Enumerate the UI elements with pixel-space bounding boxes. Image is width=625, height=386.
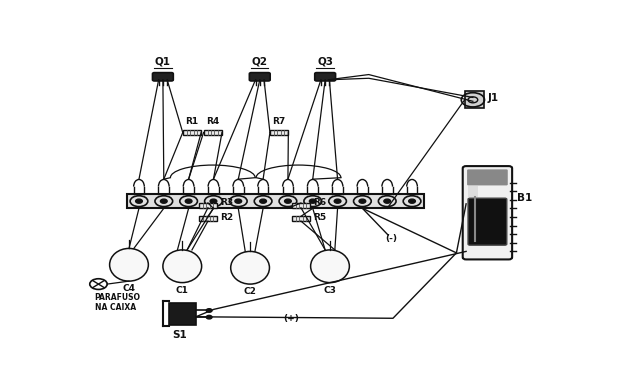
Text: C1: C1 bbox=[176, 286, 189, 295]
Text: R3: R3 bbox=[220, 198, 233, 207]
Circle shape bbox=[384, 199, 391, 203]
Text: (-): (-) bbox=[386, 234, 398, 242]
Text: Q1: Q1 bbox=[155, 56, 171, 66]
Bar bbox=[182, 130, 201, 135]
Text: (+): (+) bbox=[283, 314, 299, 323]
FancyBboxPatch shape bbox=[152, 73, 173, 81]
Text: S1: S1 bbox=[173, 330, 188, 340]
Bar bbox=[292, 216, 310, 221]
Bar bbox=[169, 303, 196, 325]
FancyBboxPatch shape bbox=[467, 169, 508, 185]
Text: B1: B1 bbox=[518, 193, 532, 203]
Text: C2: C2 bbox=[244, 287, 256, 296]
Circle shape bbox=[210, 199, 217, 203]
FancyBboxPatch shape bbox=[468, 198, 507, 245]
Text: R5: R5 bbox=[313, 213, 326, 222]
Bar bbox=[126, 194, 424, 208]
Bar bbox=[204, 130, 222, 135]
Text: R1: R1 bbox=[186, 117, 199, 126]
Circle shape bbox=[260, 199, 266, 203]
Ellipse shape bbox=[311, 250, 349, 283]
Bar bbox=[292, 203, 310, 208]
Text: R4: R4 bbox=[206, 117, 219, 126]
Circle shape bbox=[334, 199, 341, 203]
Bar bbox=[270, 130, 288, 135]
Bar bbox=[468, 186, 478, 197]
Ellipse shape bbox=[231, 251, 269, 284]
Circle shape bbox=[206, 315, 212, 319]
Circle shape bbox=[309, 199, 316, 203]
Ellipse shape bbox=[109, 249, 148, 281]
Bar bbox=[199, 203, 217, 208]
FancyBboxPatch shape bbox=[315, 73, 336, 81]
Circle shape bbox=[409, 199, 416, 203]
Circle shape bbox=[359, 199, 366, 203]
Text: R6: R6 bbox=[313, 198, 326, 207]
Circle shape bbox=[161, 199, 167, 203]
Ellipse shape bbox=[163, 250, 202, 283]
Circle shape bbox=[185, 199, 192, 203]
Bar bbox=[199, 216, 217, 221]
Text: PARAFUSO
NA CAIXA: PARAFUSO NA CAIXA bbox=[94, 293, 141, 312]
Text: R2: R2 bbox=[220, 213, 233, 222]
Text: C4: C4 bbox=[122, 284, 136, 293]
Circle shape bbox=[284, 199, 291, 203]
Circle shape bbox=[136, 199, 142, 203]
Text: J1: J1 bbox=[488, 93, 499, 103]
FancyBboxPatch shape bbox=[462, 166, 512, 259]
Text: R7: R7 bbox=[272, 117, 286, 126]
Text: Q3: Q3 bbox=[317, 56, 333, 66]
Bar bbox=[464, 91, 484, 108]
Circle shape bbox=[206, 309, 212, 312]
FancyBboxPatch shape bbox=[249, 73, 270, 81]
Circle shape bbox=[235, 199, 242, 203]
Text: C3: C3 bbox=[324, 286, 336, 295]
Text: Q2: Q2 bbox=[252, 56, 268, 66]
